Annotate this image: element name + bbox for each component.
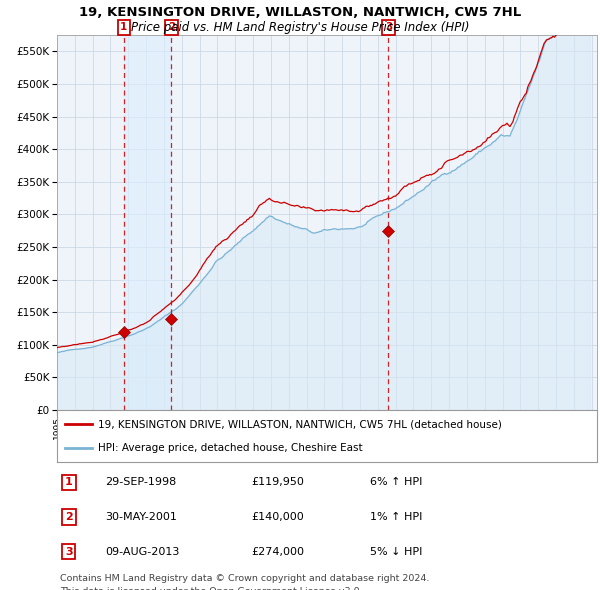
Text: 30-MAY-2001: 30-MAY-2001 <box>106 512 178 522</box>
Text: Contains HM Land Registry data © Crown copyright and database right 2024.: Contains HM Land Registry data © Crown c… <box>60 574 429 583</box>
Text: This data is licensed under the Open Government Licence v3.0.: This data is licensed under the Open Gov… <box>60 587 362 590</box>
Text: 2: 2 <box>168 22 175 32</box>
Text: 19, KENSINGTON DRIVE, WILLASTON, NANTWICH, CW5 7HL (detached house): 19, KENSINGTON DRIVE, WILLASTON, NANTWIC… <box>97 419 502 429</box>
Text: 1: 1 <box>65 477 73 487</box>
Bar <box>124 35 172 410</box>
Text: 1% ↑ HPI: 1% ↑ HPI <box>370 512 422 522</box>
Text: HPI: Average price, detached house, Cheshire East: HPI: Average price, detached house, Ches… <box>97 443 362 453</box>
Text: 19, KENSINGTON DRIVE, WILLASTON, NANTWICH, CW5 7HL: 19, KENSINGTON DRIVE, WILLASTON, NANTWIC… <box>79 6 521 19</box>
Text: £119,950: £119,950 <box>251 477 304 487</box>
Text: 6% ↑ HPI: 6% ↑ HPI <box>370 477 422 487</box>
Text: £140,000: £140,000 <box>251 512 304 522</box>
Text: 29-SEP-1998: 29-SEP-1998 <box>106 477 177 487</box>
Text: 2: 2 <box>65 512 73 522</box>
Text: £274,000: £274,000 <box>251 546 304 556</box>
Text: 5% ↓ HPI: 5% ↓ HPI <box>370 546 422 556</box>
Text: 3: 3 <box>385 22 392 32</box>
Text: 1: 1 <box>120 22 127 32</box>
Text: 09-AUG-2013: 09-AUG-2013 <box>106 546 180 556</box>
Text: 3: 3 <box>65 546 73 556</box>
Text: Price paid vs. HM Land Registry's House Price Index (HPI): Price paid vs. HM Land Registry's House … <box>131 21 469 34</box>
